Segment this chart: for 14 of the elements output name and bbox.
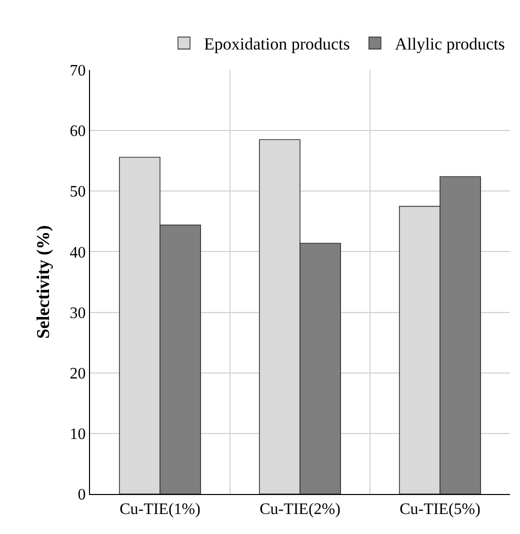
y-tick-label: 30: [70, 304, 86, 322]
legend-label: Epoxidation products: [204, 34, 350, 54]
y-tick-label: 70: [70, 62, 86, 80]
x-tick-label: Cu-TIE(5%): [400, 501, 480, 518]
x-tick-label: Cu-TIE(2%): [260, 501, 340, 518]
y-tick-label: 20: [70, 365, 86, 382]
x-tick-label: Cu-TIE(1%): [120, 501, 200, 518]
y-tick-label: 60: [70, 123, 86, 140]
y-tick-label: 10: [70, 426, 86, 444]
y-axis-title: Selectivity (%): [33, 225, 53, 339]
y-tick-label: 40: [70, 244, 86, 262]
y-tick-label: 50: [70, 184, 86, 201]
legend-label: Allylic products: [394, 34, 505, 54]
y-tick-label: 0: [78, 486, 86, 504]
